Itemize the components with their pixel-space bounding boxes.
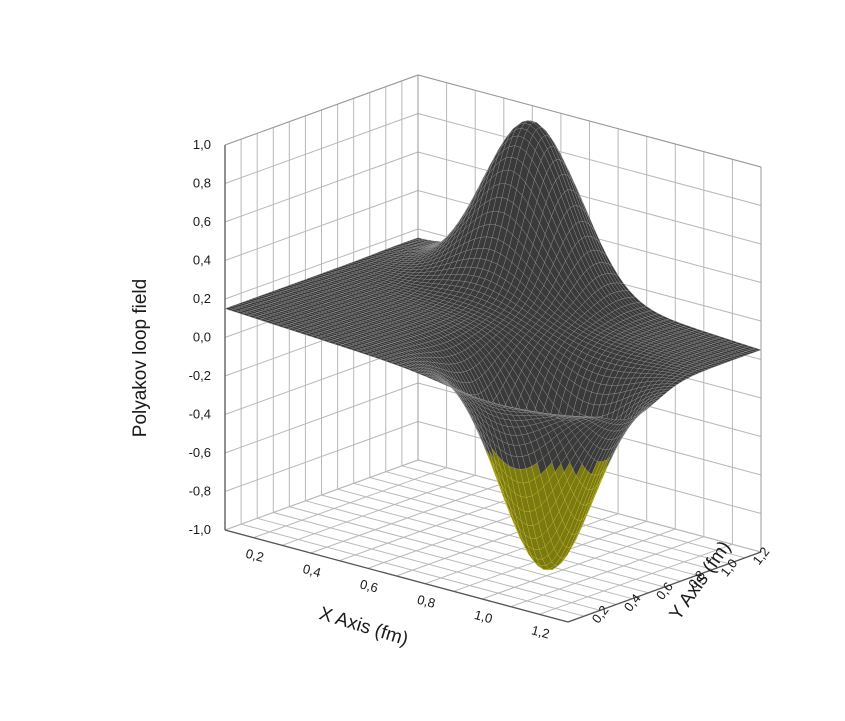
z-tick-label: 0,4 — [193, 253, 211, 268]
z-tick-label: -0,4 — [189, 407, 211, 422]
z-tick-label: 1,0 — [193, 137, 211, 152]
floor-grid-line — [305, 501, 648, 593]
z-tick-label: 0,6 — [193, 214, 211, 229]
x-tick-label: 0,2 — [244, 546, 265, 565]
z-axis-title: Polyakov loop field — [130, 279, 151, 437]
z-tick-label: 0,2 — [193, 291, 211, 306]
y-axis-title: Y Axis (fm) — [666, 537, 736, 624]
y-tick-label: 1,2 — [749, 544, 772, 567]
x-axis-title: X Axis (fm) — [317, 603, 411, 650]
z-tick-label: 0,8 — [193, 176, 211, 191]
z-tick-label: -0,2 — [189, 368, 211, 383]
y-tick-label: 0,2 — [589, 603, 612, 626]
z-tick-label: -1,0 — [189, 522, 211, 537]
y-tick-label: 0,4 — [621, 591, 644, 614]
z-tick-label: -0,8 — [189, 484, 211, 499]
floor-grid-line — [322, 495, 665, 587]
x-tick-label: 1,2 — [530, 622, 551, 641]
x-tick-label: 1,0 — [473, 607, 494, 626]
x-axis-line — [225, 530, 568, 622]
z-tick-label: 0,0 — [193, 330, 211, 345]
x-tick-label: 0,8 — [416, 592, 437, 611]
y-tick-label: 0,6 — [653, 579, 676, 602]
x-tick-label: 0,4 — [301, 561, 322, 580]
z-tick-label: -0,6 — [189, 445, 211, 460]
x-tick-label: 0,6 — [358, 576, 379, 595]
